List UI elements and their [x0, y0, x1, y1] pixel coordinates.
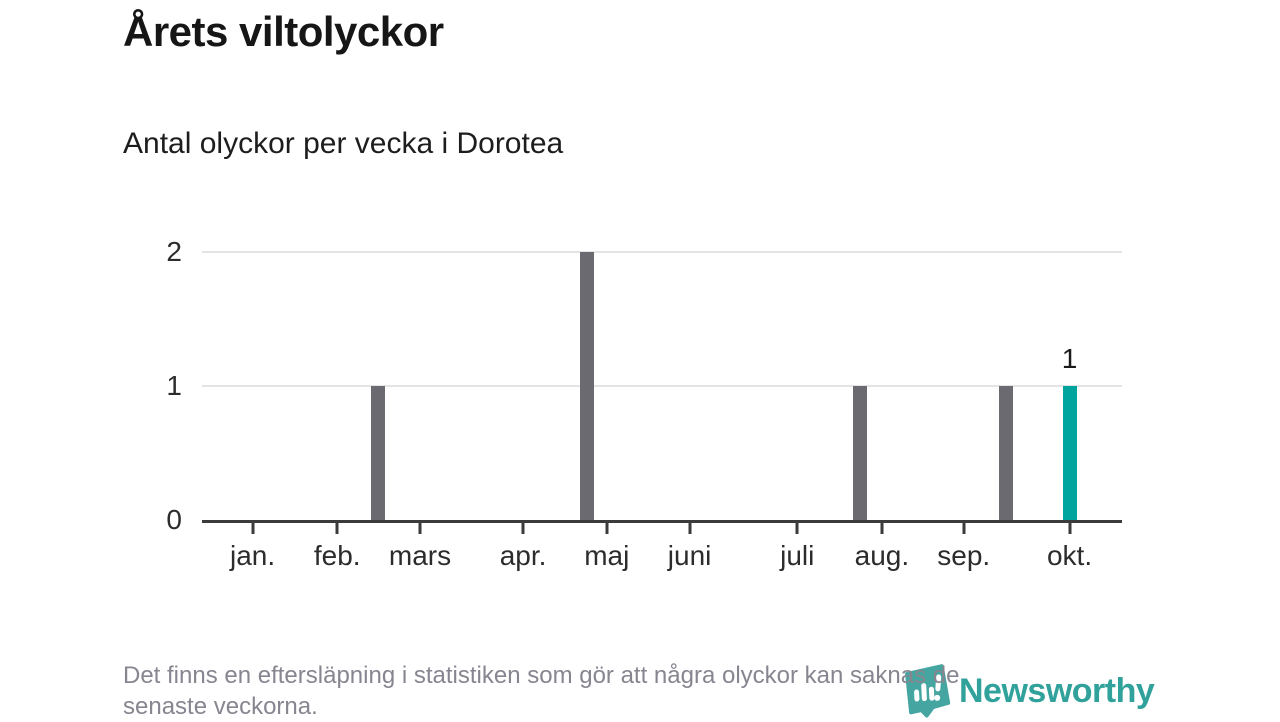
bar-value-label: 1 — [1061, 343, 1078, 374]
x-tick — [605, 523, 609, 534]
bar-week — [852, 386, 867, 520]
x-tick — [521, 523, 525, 534]
y-tick-label: 1 — [166, 370, 182, 401]
page-title: Årets viltolyckor — [123, 8, 444, 55]
gridline — [202, 251, 1122, 253]
newsworthy-pin-icon — [905, 664, 951, 718]
x-tick — [418, 523, 422, 534]
newsworthy-logo: Newsworthy — [901, 664, 1155, 718]
x-tick — [335, 523, 339, 534]
x-tick-label: juni — [667, 540, 712, 571]
x-tick-label: juli — [780, 540, 815, 571]
x-tick-label: aug. — [854, 540, 910, 571]
footnote: Det finns en eftersläpning i statistiken… — [123, 660, 959, 722]
chart-subtitle: Antal olyckor per vecka i Dorotea — [123, 127, 564, 160]
y-axis-labels: 0 1 2 — [100, 237, 182, 535]
x-tick-label: feb. — [313, 540, 361, 571]
bar-latest-week — [1062, 386, 1077, 520]
y-tick-label: 2 — [166, 236, 182, 267]
x-tick-label: okt. — [1046, 540, 1093, 571]
newsworthy-wordmark: Newsworthy — [959, 672, 1155, 710]
x-tick-label: sep. — [937, 540, 991, 571]
x-tick — [1068, 523, 1072, 534]
x-tick-label: jan. — [230, 540, 276, 571]
footnote-line: senaste veckorna. — [123, 693, 318, 720]
plot-area: 1 — [202, 251, 1122, 523]
bar-week — [370, 386, 385, 520]
footnote-line: Det finns en eftersläpning i statistiken… — [123, 662, 960, 689]
x-tick — [795, 523, 799, 534]
x-tick-label: maj — [584, 540, 630, 571]
x-tick — [962, 523, 966, 534]
x-tick — [688, 523, 692, 534]
x-tick-label: mars — [388, 540, 452, 571]
x-tick-label: apr. — [499, 540, 547, 571]
bar-week — [580, 252, 595, 520]
x-axis: jan. feb. mars apr. maj juni juli aug. sep. okt. — [202, 523, 1122, 593]
x-tick — [880, 523, 884, 534]
y-tick-label: 0 — [166, 504, 182, 535]
bar-week — [999, 386, 1014, 520]
x-tick — [251, 523, 255, 534]
gridline — [202, 385, 1122, 387]
